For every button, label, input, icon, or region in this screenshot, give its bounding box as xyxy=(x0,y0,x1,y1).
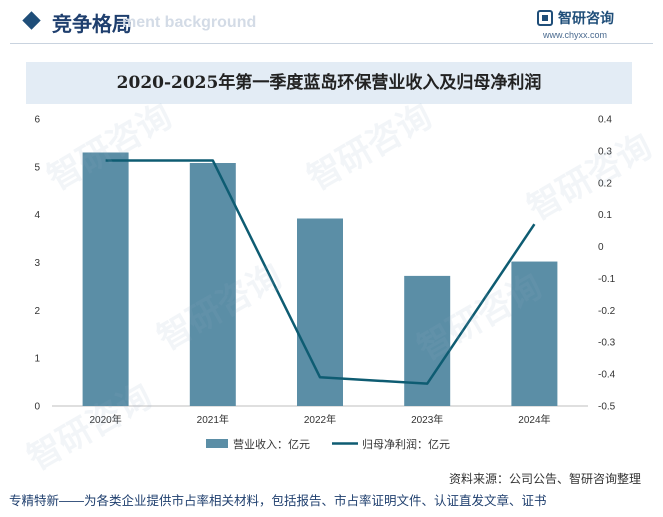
right-axis-tick-label: 0.3 xyxy=(598,146,612,157)
right-axis-tick-label: -0.4 xyxy=(598,370,616,381)
right-axis-tick-label: 0.4 xyxy=(598,115,612,126)
right-axis-tick-label: -0.3 xyxy=(598,338,616,349)
left-axis-tick-label: 4 xyxy=(34,210,40,221)
left-axis-tick-label: 0 xyxy=(34,402,40,413)
left-axis-tick-label: 6 xyxy=(34,115,40,126)
left-axis-tick-label: 2 xyxy=(34,306,40,317)
x-axis-tick-label: 2023年 xyxy=(411,413,443,426)
footer-text: 专精特新——为各类企业提供市占率相关材料，包括报告、市占率证明文件、认证直发文章… xyxy=(9,494,547,508)
revenue-bar xyxy=(511,261,558,406)
revenue-bar xyxy=(82,152,129,406)
header-divider xyxy=(10,43,653,44)
right-axis-tick-label: -0.5 xyxy=(598,402,616,413)
logo-url: www.chyxx.com xyxy=(543,30,608,40)
right-axis-tick-label: -0.2 xyxy=(598,306,616,317)
chart-title: 2020-2025年第一季度蓝岛环保营业收入及归母净利润 xyxy=(116,73,542,93)
revenue-bar xyxy=(404,275,451,406)
x-axis-tick-label: 2020年 xyxy=(89,413,121,426)
logo-icon xyxy=(537,10,553,26)
combo-chart: 0 1 2 3 4 5 6 -0.5 -0.4 -0.3 -0.2 -0.1 0 0.1 0.2 0.3 0.4… xyxy=(34,115,616,452)
right-axis-tick-label: 0.1 xyxy=(598,210,612,221)
brand-logo: 智研咨询 www.chyxx.com xyxy=(537,8,647,42)
section-title: 竞争格局 xyxy=(52,12,132,36)
net-profit-line xyxy=(105,159,536,385)
source-note: 资料来源：公司公告、智研咨询整理 xyxy=(448,472,641,486)
header-ghost-text: ment background xyxy=(122,14,257,31)
footer-bar: 专精特新——为各类企业提供市占率相关材料，包括报告、市占率证明文件、认证直发文章… xyxy=(0,484,663,517)
section-header: 竞争格局 ment background 智研咨询 www.chyxx.com xyxy=(0,0,663,44)
right-axis-tick-label: 0 xyxy=(598,242,604,253)
revenue-bar xyxy=(189,163,236,406)
x-axis-tick-label: 2022年 xyxy=(304,413,336,426)
x-axis-tick-label: 2021年 xyxy=(197,413,229,426)
left-axis-tick-label: 1 xyxy=(34,354,40,365)
logo-name: 智研咨询 xyxy=(558,11,614,27)
left-axis-tick-label: 5 xyxy=(34,162,40,173)
left-axis-tick-label: 3 xyxy=(34,258,40,269)
diamond-icon xyxy=(22,11,41,30)
legend-profit-label: 归母净利润：亿元 xyxy=(362,437,450,451)
x-axis-tick-label: 2024年 xyxy=(518,413,550,426)
right-axis-tick-label: 0.2 xyxy=(598,178,612,189)
legend-revenue-swatch xyxy=(206,439,228,448)
legend-revenue-label: 营业收入：亿元 xyxy=(233,437,310,451)
chart-title-band: 2020-2025年第一季度蓝岛环保营业收入及归母净利润 xyxy=(26,62,632,104)
right-axis-tick-label: -0.1 xyxy=(598,274,616,285)
